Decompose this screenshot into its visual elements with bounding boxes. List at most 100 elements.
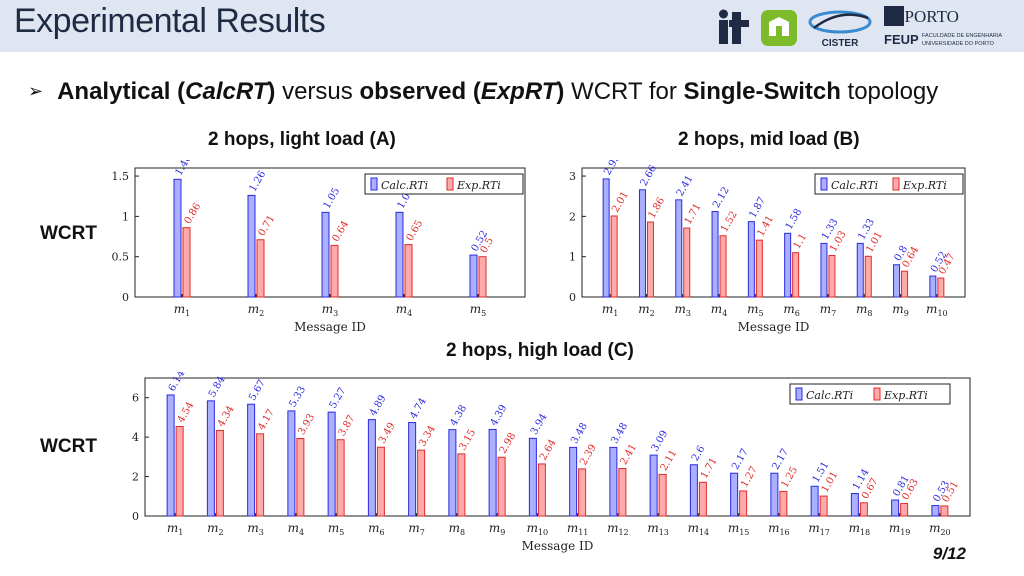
exp-value-label: 3.15 [457,428,478,453]
legend-swatch-exp [873,387,881,401]
calc-bar [367,419,376,517]
x-tick-label: m9 [892,302,908,318]
exp-value-label: 4.34 [216,404,237,429]
calc-bar [770,472,779,517]
exp-value-label: 0.86 [183,201,204,226]
y-axis-label-wcrt: WCRT [40,223,97,244]
calc-bar [784,232,792,298]
exp-bar [901,270,909,298]
exp-bar [610,215,618,298]
y-tick-label: 0 [122,291,129,304]
calc-bar [528,437,537,517]
bullet-part-8: topology [840,78,939,105]
chart-c: 0246m16.144.54m25.844.34m35.674.17m45.33… [132,372,971,553]
title-bar: Experimental Results CISTER U.PORTO FEUP… [0,0,1024,52]
exp-value-label: 2.64 [538,438,559,463]
y-tick-label: 0 [132,510,139,523]
exp-bar [937,277,945,298]
calc-value-label: 6.14 [167,372,188,393]
x-tick-label: m5 [470,302,486,318]
legend-label-exp: Exp.RTi [883,389,928,402]
x-tick-label: m6 [783,302,799,318]
x-tick-label: m3 [247,521,263,537]
bullet-part-5: ExpRT [480,78,557,105]
exp-value-label: 2.01 [610,190,631,215]
exp-bar [330,244,339,298]
exp-bar [698,481,707,517]
x-tick-label: m9 [489,521,505,537]
exp-value-label: 1.41 [755,214,776,239]
exp-value-label: 4.54 [176,400,197,425]
x-tick-label: m10 [926,302,948,318]
calc-value-label: 5.33 [287,385,308,410]
feup-line2: UNIVERSIDADE DO PORTO [922,41,995,47]
exp-value-label: 0.65 [405,218,426,243]
exp-bar [478,256,487,298]
y-tick-label: 2 [569,210,576,223]
exp-bar [739,490,748,517]
exp-value-label: 2.41 [618,442,639,467]
calc-value-label: 2.12 [711,185,732,210]
calc-bar [638,189,646,298]
exp-value-label: 1.71 [699,456,720,481]
x-tick-label: m11 [567,521,589,537]
bullet-point: ➢ Analytical (CalcRT) versus observed (Ex… [28,78,938,106]
exp-bar [296,438,305,517]
exp-bar [900,503,909,517]
x-tick-label: m16 [768,521,790,537]
calc-bar [893,264,901,298]
calc-value-label: 4.39 [489,403,510,428]
calc-value-label: 1.05 [322,186,343,211]
calc-value-label: 1.46 [174,160,195,178]
calc-bar [569,446,578,517]
x-tick-label: m15 [728,521,750,537]
legend: Calc.RTi Exp.RTi [814,173,964,195]
calc-bar [609,446,618,517]
exp-value-label: 2.11 [659,448,680,473]
legend-swatch-exp [892,177,900,191]
exp-bar [792,252,800,298]
y-tick-label: 0 [569,291,576,304]
y-tick-label: 1 [122,210,129,223]
chart-a-title: 2 hops, light load (A) [208,129,396,150]
calc-bar [810,485,819,517]
y-tick-label: 6 [132,392,139,405]
legend-swatch-calc [795,387,803,401]
exp-bar [497,456,506,517]
arrow-bullet-icon: ➢ [28,81,44,101]
exp-bar [336,439,345,517]
bullet-part-2: CalcRT [185,78,268,105]
y-tick-label: 0.5 [112,251,130,264]
calc-value-label: 3.48 [569,421,590,446]
x-tick-label: m5 [747,302,763,318]
exp-value-label: 1.1 [792,232,809,251]
exp-value-label: 3.34 [417,424,438,449]
calc-bar [395,211,404,298]
uporto-text: U.PORTO [888,7,959,26]
x-tick-label: m4 [396,302,412,318]
bullet-part-6a: ) [556,78,565,105]
exp-value-label: 0.64 [331,219,352,244]
calc-value-label: 3.48 [609,421,630,446]
uporto-logo: U.PORTO FEUP FACULDADE DE ENGENHARIA UNI… [884,6,1002,47]
legend-label-calc: Calc.RTi [831,179,878,192]
lab-logo [761,10,797,46]
x-axis-label: Message ID [522,539,594,553]
x-tick-label: m2 [638,302,654,318]
calc-value-label: 1.58 [784,207,805,232]
exp-bar [457,453,466,517]
calc-value-label: 5.67 [247,378,268,403]
x-tick-label: m1 [602,302,618,318]
exp-value-label: 1.52 [719,209,740,234]
exp-bar [256,239,265,298]
calc-bar [820,242,828,298]
exp-bar [578,468,587,517]
y-tick-label: 1 [569,251,576,264]
calc-bar [321,211,330,298]
exp-value-label: 1.27 [739,465,760,490]
exp-bar [404,244,413,298]
exp-bar [828,254,836,298]
exp-bar [658,473,667,517]
exp-bar [175,425,184,517]
exp-value-label: 0.71 [257,213,278,238]
